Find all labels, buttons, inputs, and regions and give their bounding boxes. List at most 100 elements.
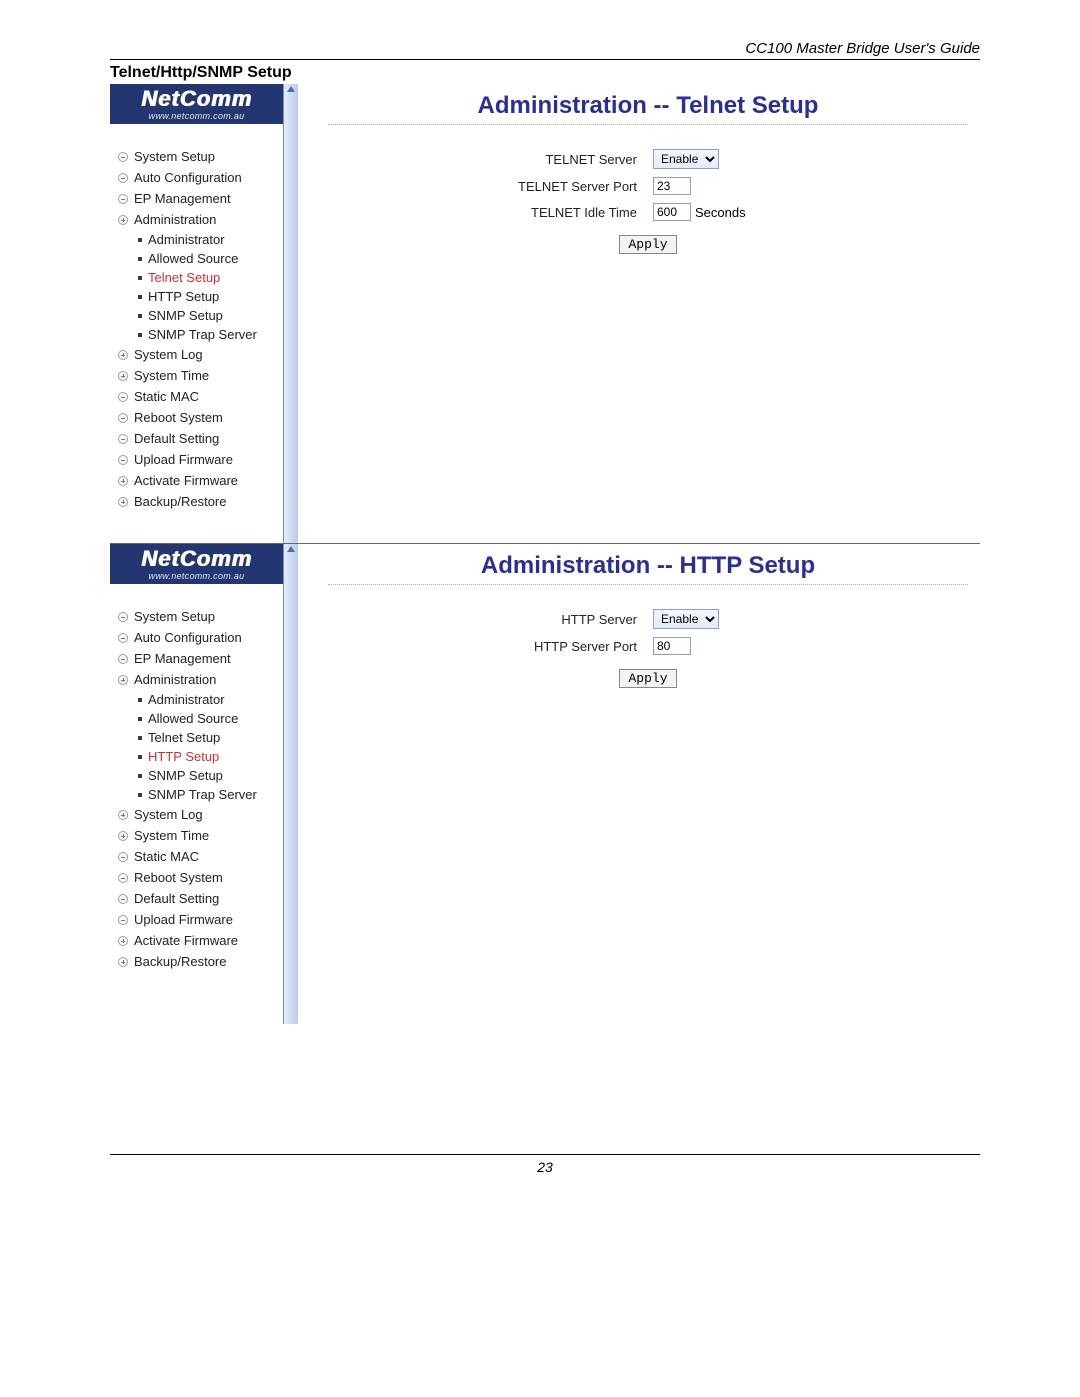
expand-icon <box>118 497 128 507</box>
collapse-icon <box>118 434 128 444</box>
nav-backup[interactable]: Backup/Restore <box>110 951 283 972</box>
nav-default-setting[interactable]: Default Setting <box>110 428 283 449</box>
row-http-server: HTTP Server Enable <box>328 609 968 629</box>
apply-button[interactable]: Apply <box>619 235 676 254</box>
expand-icon <box>118 215 128 225</box>
row-http-port: HTTP Server Port <box>328 637 968 655</box>
sub-http-setup[interactable]: HTTP Setup <box>134 747 283 766</box>
scrollbar[interactable] <box>284 544 298 1024</box>
sub-snmp-setup[interactable]: SNMP Setup <box>134 306 283 325</box>
nav-label: Backup/Restore <box>134 954 227 969</box>
nav-backup[interactable]: Backup/Restore <box>110 491 283 512</box>
nav-ep-mgmt[interactable]: EP Management <box>110 188 283 209</box>
nav-label: Administration <box>134 672 216 687</box>
document-page: CC100 Master Bridge User's Guide Telnet/… <box>0 0 1080 1215</box>
nav-administration[interactable]: Administration <box>110 669 283 690</box>
select-http-server[interactable]: Enable <box>653 609 719 629</box>
nav-reboot[interactable]: Reboot System <box>110 407 283 428</box>
bullet-icon <box>138 295 142 299</box>
screenshot-http-panel: NetComm www.netcomm.com.au System Setup … <box>110 544 980 1024</box>
nav-label: Telnet Setup <box>148 730 220 745</box>
input-http-port[interactable] <box>653 637 691 655</box>
nav-label: System Setup <box>134 609 215 624</box>
sidebar: NetComm www.netcomm.com.au System Setup … <box>110 544 284 1024</box>
nav-system-time[interactable]: System Time <box>110 825 283 846</box>
nav-static-mac[interactable]: Static MAC <box>110 386 283 407</box>
nav-auto-config[interactable]: Auto Configuration <box>110 167 283 188</box>
nav-auto-config[interactable]: Auto Configuration <box>110 627 283 648</box>
sub-administrator[interactable]: Administrator <box>134 690 283 709</box>
nav-label: System Setup <box>134 149 215 164</box>
collapse-icon <box>118 194 128 204</box>
expand-icon <box>118 957 128 967</box>
sub-administrator[interactable]: Administrator <box>134 230 283 249</box>
collapse-icon <box>118 654 128 664</box>
select-telnet-server[interactable]: Enable <box>653 149 719 169</box>
bullet-icon <box>138 257 142 261</box>
sub-snmp-trap[interactable]: SNMP Trap Server <box>134 785 283 804</box>
bullet-icon <box>138 333 142 337</box>
nav-system-log[interactable]: System Log <box>110 344 283 365</box>
label-http-port: HTTP Server Port <box>473 639 653 654</box>
nav-reboot[interactable]: Reboot System <box>110 867 283 888</box>
sub-allowed-source[interactable]: Allowed Source <box>134 249 283 268</box>
logo-text: NetComm <box>141 548 252 570</box>
expand-icon <box>118 476 128 486</box>
input-telnet-idle[interactable] <box>653 203 691 221</box>
nav-label: Administration <box>134 212 216 227</box>
nav-label: SNMP Trap Server <box>148 327 257 342</box>
nav-system-time[interactable]: System Time <box>110 365 283 386</box>
screenshot-telnet-panel: NetComm www.netcomm.com.au System Setup … <box>110 84 980 544</box>
page-number: 23 <box>110 1154 980 1175</box>
nav-label: Administrator <box>148 232 225 247</box>
nav-system-setup[interactable]: System Setup <box>110 606 283 627</box>
sub-snmp-setup[interactable]: SNMP Setup <box>134 766 283 785</box>
nav-label: Activate Firmware <box>134 933 238 948</box>
divider <box>328 124 968 125</box>
apply-button[interactable]: Apply <box>619 669 676 688</box>
scrollbar[interactable] <box>284 84 298 543</box>
nav-activate-fw[interactable]: Activate Firmware <box>110 930 283 951</box>
divider <box>328 584 968 585</box>
expand-icon <box>118 350 128 360</box>
input-telnet-port[interactable] <box>653 177 691 195</box>
sub-http-setup[interactable]: HTTP Setup <box>134 287 283 306</box>
nav-system-log[interactable]: System Log <box>110 804 283 825</box>
admin-subnav: Administrator Allowed Source Telnet Setu… <box>110 230 283 344</box>
nav-upload-fw[interactable]: Upload Firmware <box>110 909 283 930</box>
nav-label: Upload Firmware <box>134 452 233 467</box>
content-area: Administration -- HTTP Setup HTTP Server… <box>298 544 980 1024</box>
sub-allowed-source[interactable]: Allowed Source <box>134 709 283 728</box>
nav-label: Allowed Source <box>148 711 238 726</box>
bullet-icon <box>138 698 142 702</box>
expand-icon <box>118 675 128 685</box>
nav-default-setting[interactable]: Default Setting <box>110 888 283 909</box>
bullet-icon <box>138 736 142 740</box>
nav-label: Telnet Setup <box>148 270 220 285</box>
nav-ep-mgmt[interactable]: EP Management <box>110 648 283 669</box>
sub-telnet-setup[interactable]: Telnet Setup <box>134 728 283 747</box>
bullet-icon <box>138 774 142 778</box>
collapse-icon <box>118 612 128 622</box>
logo-text: NetComm <box>141 88 252 110</box>
nav-label: SNMP Setup <box>148 308 223 323</box>
bullet-icon <box>138 238 142 242</box>
nav-static-mac[interactable]: Static MAC <box>110 846 283 867</box>
nav-administration[interactable]: Administration <box>110 209 283 230</box>
nav-label: EP Management <box>134 651 231 666</box>
nav-system-setup[interactable]: System Setup <box>110 146 283 167</box>
section-label: Telnet/Http/SNMP Setup <box>110 64 980 82</box>
nav-label: HTTP Setup <box>148 749 219 764</box>
label-http-server: HTTP Server <box>473 612 653 627</box>
nav-upload-fw[interactable]: Upload Firmware <box>110 449 283 470</box>
collapse-icon <box>118 173 128 183</box>
nav-label: EP Management <box>134 191 231 206</box>
sub-snmp-trap[interactable]: SNMP Trap Server <box>134 325 283 344</box>
page-title: Administration -- HTTP Setup <box>328 552 968 584</box>
nav-label: Administrator <box>148 692 225 707</box>
nav-activate-fw[interactable]: Activate Firmware <box>110 470 283 491</box>
collapse-icon <box>118 915 128 925</box>
nav-label: Backup/Restore <box>134 494 227 509</box>
nav-label: Auto Configuration <box>134 170 242 185</box>
sub-telnet-setup[interactable]: Telnet Setup <box>134 268 283 287</box>
